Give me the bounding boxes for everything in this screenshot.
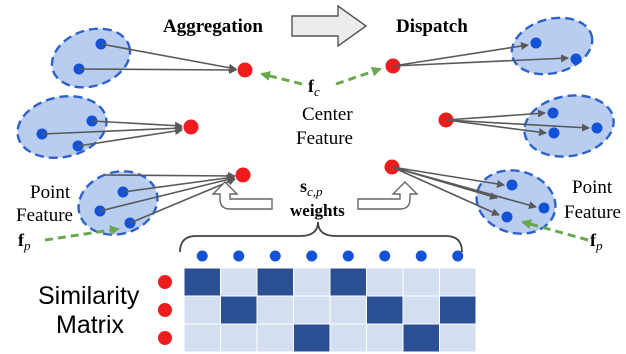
fc-label: fc	[308, 76, 320, 99]
matrix-cell	[329, 295, 367, 325]
point-feature-label-left: Feature	[16, 205, 73, 226]
matrix-column-point	[233, 250, 245, 262]
matrix-cell	[220, 267, 258, 297]
weights-to-aggregation-arrow-icon	[211, 181, 273, 210]
matrix-row-point	[158, 303, 172, 317]
cluster-top-left	[50, 27, 132, 89]
matrix-column-point	[452, 250, 464, 262]
matrix-cell	[402, 267, 440, 297]
matrix-row-points	[158, 275, 172, 345]
matrix-cell	[366, 323, 404, 353]
flow-arrow-icon	[291, 4, 368, 48]
cluster-mid-right	[523, 94, 615, 158]
similarity-matrix-label: Matrix	[56, 311, 125, 339]
matrix-cell	[183, 295, 221, 325]
matrix-cell	[183, 323, 221, 353]
matrix-cell	[256, 323, 294, 353]
matrix-cell	[329, 323, 367, 353]
fp-label-right: fp	[590, 230, 603, 253]
matrix-cell	[366, 295, 404, 325]
point-feature-label-right: Point	[572, 177, 613, 198]
matrix-cell	[183, 267, 221, 297]
matrix-cell	[293, 267, 331, 297]
matrix-cell	[220, 323, 258, 353]
matrix-cell	[329, 267, 367, 297]
cluster-bottom-left	[77, 170, 159, 236]
matrix-column-point	[379, 250, 391, 262]
center-point	[183, 119, 199, 135]
matrix-cell	[439, 295, 477, 325]
center-point	[235, 167, 251, 183]
matrix-column-point	[306, 250, 318, 262]
dispatch-heading: Dispatch	[396, 16, 468, 37]
matrix-column-points	[196, 250, 464, 262]
point-feature-label-right: Feature	[564, 202, 621, 223]
matrix-column-point	[196, 250, 208, 262]
weights-label: weights	[290, 201, 345, 220]
scp-label: sc,p	[300, 176, 323, 199]
matrix-cell	[256, 267, 294, 297]
fp-label-left: fp	[18, 230, 31, 253]
matrix-cell	[366, 267, 404, 297]
matrix-cell	[220, 295, 258, 325]
matrix-cell	[256, 295, 294, 325]
aggregation-heading: Aggregation	[163, 16, 263, 37]
matrix-cell	[293, 323, 331, 353]
matrix-row-point	[158, 275, 172, 289]
matrix-cell	[402, 323, 440, 353]
matrix-cell	[439, 323, 477, 353]
center-point	[237, 62, 253, 78]
center-feature-label: Feature	[296, 128, 353, 149]
matrix-cell	[439, 267, 477, 297]
matrix-cell	[402, 295, 440, 325]
matrix-row-point	[158, 331, 172, 345]
matrix-column-point	[269, 250, 281, 262]
weights-to-dispatch-arrow-icon	[357, 181, 419, 210]
point-feature-label-left: Point	[30, 182, 71, 203]
matrix-column-point	[342, 250, 354, 262]
similarity-matrix	[183, 267, 477, 353]
matrix-brace	[179, 221, 463, 253]
matrix-cell	[293, 295, 331, 325]
similarity-matrix-label: Similarity	[38, 282, 140, 310]
center-feature-label: Center	[302, 104, 353, 125]
cluster-mid-left	[16, 95, 108, 159]
matrix-column-point	[415, 250, 427, 262]
